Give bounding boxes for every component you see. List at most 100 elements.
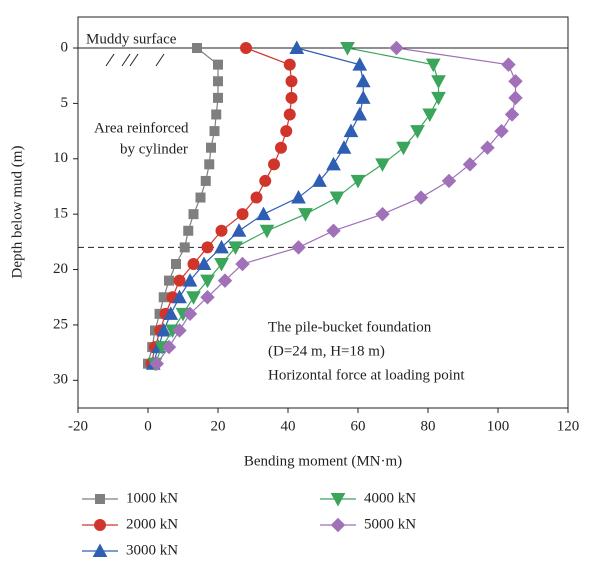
marker	[350, 174, 366, 189]
marker	[161, 339, 177, 355]
hatch	[105, 53, 165, 67]
marker	[422, 108, 438, 123]
marker	[204, 159, 215, 170]
marker	[228, 241, 243, 255]
y-tick-label: 10	[53, 150, 68, 166]
marker	[195, 192, 206, 203]
marker	[291, 240, 306, 255]
marker	[259, 224, 275, 239]
marker	[213, 76, 223, 87]
marker	[508, 74, 523, 89]
marker	[431, 91, 446, 106]
annotation: The pile-bucket foundation	[268, 319, 432, 335]
marker	[171, 259, 181, 270]
marker	[172, 289, 187, 304]
y-tick-label: 30	[53, 372, 68, 388]
marker	[173, 274, 186, 287]
marker	[200, 175, 211, 186]
marker	[275, 141, 287, 154]
legend-label: 4000 kN	[364, 490, 416, 506]
marker	[375, 206, 390, 222]
marker	[200, 274, 215, 289]
y-tick-label: 0	[61, 39, 69, 55]
marker	[172, 323, 187, 338]
x-tick-label: 20	[211, 418, 226, 434]
plot-frame	[77, 16, 569, 409]
marker	[312, 173, 327, 187]
marker	[389, 40, 404, 56]
marker	[192, 43, 202, 54]
marker	[201, 241, 214, 254]
marker	[501, 57, 516, 72]
legend-label: 2000 kN	[126, 516, 178, 532]
marker	[375, 158, 390, 172]
marker	[396, 141, 411, 156]
x-tick-label: 100	[487, 418, 510, 434]
marker	[215, 224, 228, 237]
marker	[425, 58, 441, 73]
annotation: Area reinforced	[94, 120, 189, 136]
marker	[355, 90, 371, 104]
legend-marker	[330, 517, 346, 533]
annotation: (D=24 m, H=18 m)	[268, 343, 385, 359]
marker	[231, 223, 247, 237]
marker	[352, 57, 368, 71]
marker	[214, 258, 229, 272]
y-tick-label: 5	[61, 95, 69, 111]
annotation: Muddy surface	[86, 31, 177, 47]
marker	[413, 190, 429, 205]
marker	[182, 306, 198, 322]
marker	[156, 322, 172, 337]
marker	[340, 42, 355, 56]
marker	[213, 59, 223, 70]
marker	[187, 258, 200, 271]
annotation: by cylinder	[120, 141, 188, 157]
marker	[183, 225, 194, 236]
marker	[494, 123, 509, 139]
x-tick-label: 60	[351, 418, 366, 434]
marker	[326, 156, 341, 171]
marker	[217, 273, 233, 288]
marker	[186, 291, 201, 305]
marker	[291, 189, 306, 204]
marker	[235, 256, 250, 272]
legend-marker	[330, 493, 346, 507]
marker	[441, 173, 457, 189]
legend-marker	[94, 519, 106, 531]
marker	[240, 42, 252, 55]
marker	[149, 356, 164, 371]
marker	[410, 125, 425, 139]
x-tick-label: 80	[421, 418, 436, 434]
marker	[256, 206, 271, 221]
marker	[213, 92, 223, 103]
marker	[214, 239, 229, 254]
marker	[352, 106, 368, 121]
y-axis-label: Depth below mud (m)	[9, 146, 25, 279]
x-tick-label: 120	[557, 418, 580, 434]
marker	[259, 174, 272, 187]
marker	[164, 275, 174, 286]
marker	[196, 256, 212, 271]
marker	[336, 140, 352, 154]
y-tick-label: 20	[53, 261, 68, 277]
marker	[163, 306, 179, 320]
marker	[250, 191, 263, 204]
x-tick-label: -20	[68, 418, 88, 434]
marker	[508, 90, 523, 106]
marker	[289, 40, 305, 55]
x-tick-label: 0	[144, 418, 152, 434]
legend-marker	[92, 543, 108, 557]
annotation: Horizontal force at loading point	[268, 367, 465, 383]
marker	[179, 242, 190, 253]
legend-label: 3000 kN	[126, 542, 178, 558]
marker	[285, 75, 298, 88]
marker	[431, 75, 446, 89]
x-tick-label: 40	[281, 418, 296, 434]
marker	[355, 73, 371, 88]
y-tick-label: 15	[53, 206, 68, 222]
marker	[504, 107, 520, 122]
x-axis-label: Bending moment (MN·m)	[244, 453, 402, 469]
marker	[206, 142, 216, 153]
marker	[209, 126, 220, 137]
